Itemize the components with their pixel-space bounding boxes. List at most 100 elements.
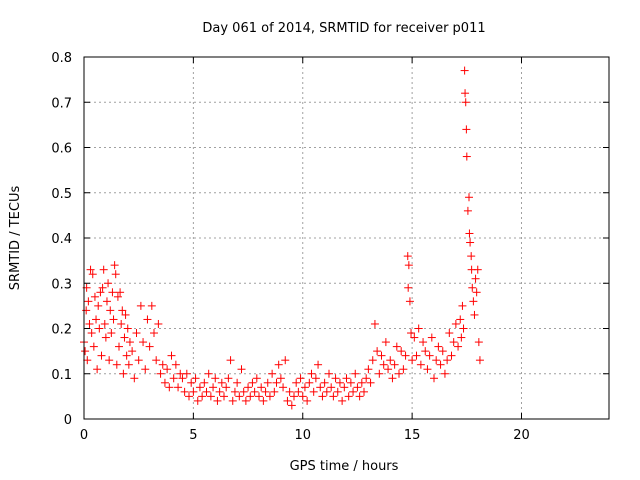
data-point [84, 297, 93, 306]
data-point [296, 374, 305, 383]
data-point [362, 374, 371, 383]
data-point [329, 392, 338, 401]
data-point [213, 396, 222, 405]
axis-ticks: 0 5 10 15 20 0 0.1 0.2 0.3 0.4 0.5 0.6 0.7 0.8 [51, 51, 609, 443]
y-tick-label: 0.8 [51, 51, 72, 66]
data-point [340, 383, 349, 392]
data-point [195, 383, 204, 392]
data-point [473, 265, 482, 274]
y-tick-label: 0.2 [51, 323, 72, 338]
data-point [202, 387, 211, 396]
data-point [407, 329, 416, 338]
data-point [388, 374, 397, 383]
data-point [335, 378, 344, 387]
data-point [290, 392, 298, 401]
data-point [156, 369, 165, 378]
data-point [113, 292, 122, 301]
data-point [139, 338, 148, 347]
data-point [261, 387, 270, 396]
data-point [454, 342, 463, 351]
data-point [370, 319, 379, 328]
data-point [134, 356, 143, 365]
data-point [462, 152, 471, 161]
data-point [88, 270, 97, 279]
data-point [281, 356, 290, 365]
data-point [191, 374, 200, 383]
data-point [235, 392, 244, 401]
data-point [421, 347, 430, 356]
x-axis-label: GPS time / hours [290, 459, 399, 474]
data-point [384, 365, 393, 374]
data-point [111, 270, 120, 279]
data-point [399, 365, 408, 374]
data-point [250, 387, 259, 396]
data-point [119, 369, 128, 378]
data-point [99, 265, 108, 274]
data-point [443, 356, 452, 365]
y-tick-label: 0.5 [51, 187, 72, 202]
grid [84, 57, 609, 419]
data-point [462, 125, 471, 134]
data-point [320, 378, 329, 387]
data-point [314, 360, 323, 369]
data-point [165, 383, 174, 392]
data-point [436, 360, 445, 369]
data-point [457, 333, 466, 342]
data-point [118, 306, 127, 315]
data-point [143, 315, 152, 324]
data-point [185, 392, 193, 401]
data-point [465, 229, 474, 238]
data-point [141, 365, 150, 374]
data-point [410, 333, 419, 342]
data-point [125, 338, 134, 347]
x-tick-label: 5 [189, 428, 197, 443]
data-point [412, 351, 421, 360]
data-point [217, 378, 226, 387]
data-point [263, 378, 272, 387]
data-point [470, 310, 479, 319]
data-point [364, 365, 373, 374]
data-point [303, 396, 312, 405]
data-point [268, 369, 277, 378]
data-point [180, 387, 189, 396]
data-point [215, 387, 224, 396]
data-point [117, 319, 126, 328]
data-point [102, 297, 111, 306]
data-point [386, 356, 395, 365]
data-point [401, 351, 410, 360]
data-point [318, 392, 327, 401]
data-point [226, 356, 235, 365]
data-point [237, 365, 246, 374]
data-point [327, 383, 336, 392]
data-point [294, 387, 303, 396]
data-point [300, 383, 309, 392]
data-point [467, 252, 476, 261]
data-point [346, 378, 355, 387]
data-point [224, 374, 233, 383]
data-point [475, 356, 484, 365]
x-tick-label: 20 [513, 428, 530, 443]
data-point [104, 279, 113, 288]
data-point [305, 378, 314, 387]
data-point [432, 356, 441, 365]
data-point [189, 387, 198, 396]
data-point [353, 383, 362, 392]
data-point [105, 356, 114, 365]
data-point [241, 396, 250, 405]
x-tick-label: 10 [294, 428, 311, 443]
data-point [425, 351, 434, 360]
data-point [94, 301, 103, 310]
data-point [447, 351, 456, 360]
data-point [123, 324, 132, 333]
data-point [136, 301, 145, 310]
data-point [468, 283, 477, 292]
data-point [108, 288, 117, 297]
data-point [465, 193, 473, 202]
data-point [274, 360, 283, 369]
data-point [171, 360, 180, 369]
data-point [408, 356, 417, 365]
data-point [86, 265, 95, 274]
data-point [187, 378, 196, 387]
data-point [265, 392, 274, 401]
